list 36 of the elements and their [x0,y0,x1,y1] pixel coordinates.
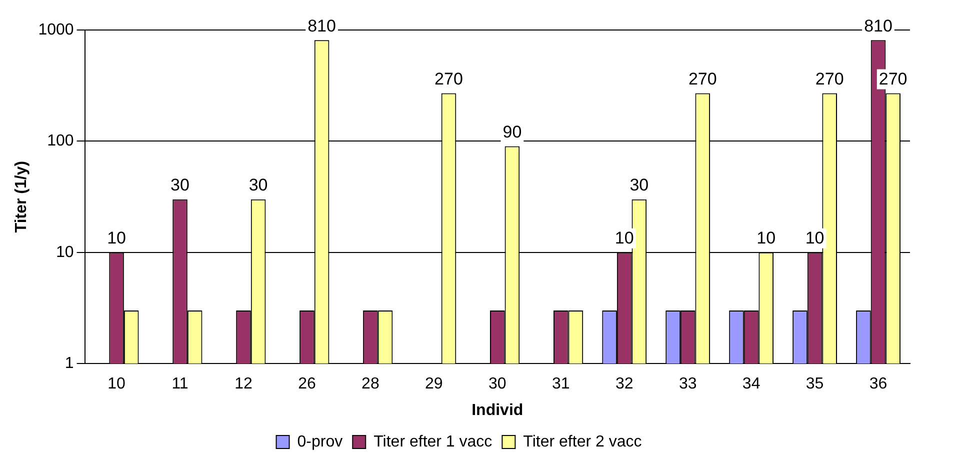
x-tick-label: 10 [108,376,126,393]
data-label: 10 [614,228,634,248]
x-tick-label: 32 [615,376,634,393]
x-tick-label: 33 [678,376,697,393]
data-label: 810 [864,16,892,36]
data-label: 30 [248,176,268,195]
x-tick-label: 30 [488,376,506,393]
data-label: 30 [630,176,649,195]
legend-label: 0-prov [297,433,343,450]
x-tick-label: 28 [362,376,380,393]
data-label: 270 [688,69,717,88]
x-tick-label: 36 [869,376,888,393]
x-axis-title: Individ [472,402,524,419]
data-label: 30 [170,176,190,195]
x-tick-label: 11 [172,376,188,393]
data-label: 10 [805,228,824,248]
y-axis-title: Titer (1/y) [13,160,30,233]
data-label: 10 [756,228,776,248]
y-tick-label: 1 [64,355,74,372]
y-tick-label: 10 [56,244,74,261]
data-label: 10 [107,228,126,248]
legend-label: Titer efter 2 vacc [523,433,642,450]
x-tick-label: 34 [742,376,760,393]
y-tick-label: 1000 [38,21,74,38]
data-label: 270 [434,69,463,88]
legend-label: Titer efter 1 vacc [374,433,492,450]
data-label: 270 [878,69,908,88]
data-label: 270 [815,69,844,88]
x-tick-label: 29 [425,376,443,393]
x-tick-label: 35 [806,376,824,393]
x-tick-label: 12 [234,376,252,393]
data-label: 90 [502,122,522,142]
x-tick-label: 26 [298,376,316,393]
y-tick-label: 100 [47,132,74,150]
x-tick-label: 31 [552,376,570,393]
data-label: 810 [308,16,336,36]
